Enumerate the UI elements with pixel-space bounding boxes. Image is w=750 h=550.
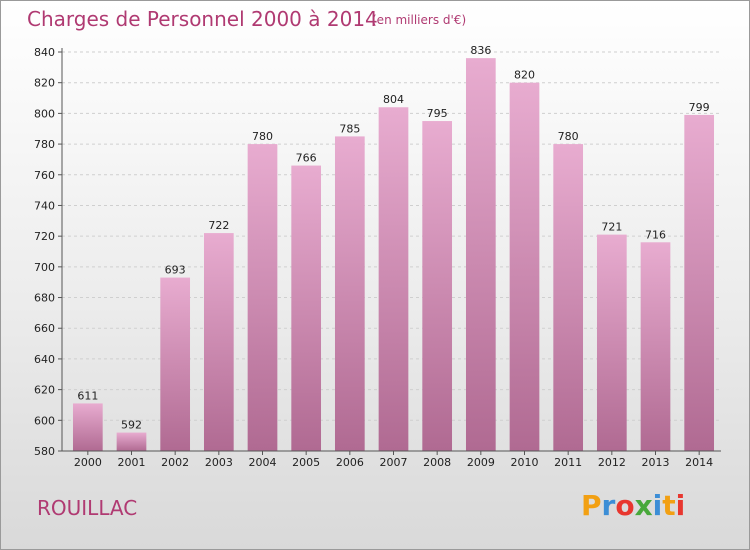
x-tick-label: 2009	[467, 456, 495, 469]
bar-2009	[465, 58, 496, 452]
bar-2008	[422, 121, 453, 452]
y-tick-label: 600	[34, 414, 55, 427]
data-label: 721	[601, 221, 622, 234]
data-label: 722	[208, 219, 229, 232]
logo-letter: i	[652, 489, 663, 522]
x-tick-label: 2001	[118, 456, 146, 469]
y-tick-label: 680	[34, 292, 55, 305]
x-tick-label: 2013	[642, 456, 670, 469]
y-tick-label: 760	[34, 169, 55, 182]
y-tick-label: 800	[34, 107, 55, 120]
logo-letter: P	[581, 489, 602, 522]
data-label: 611	[77, 389, 98, 402]
bar-2003	[203, 233, 234, 451]
x-tick-label: 2002	[161, 456, 189, 469]
chart-subtitle: (en milliers d'€)	[372, 13, 467, 27]
y-tick-label: 820	[34, 77, 55, 90]
data-label: 799	[689, 101, 710, 114]
bar-2001	[116, 432, 147, 451]
labels: 580 600 620 640 660 680 700 720 740 760 780 800 820 8…	[34, 44, 713, 469]
data-label: 804	[383, 93, 404, 106]
data-label: 780	[252, 130, 273, 143]
data-label: 716	[645, 228, 666, 241]
bar-2000	[72, 403, 103, 451]
x-tick-label: 2012	[598, 456, 626, 469]
y-tick-label: 840	[34, 46, 55, 59]
bar-2002	[160, 277, 191, 451]
data-label: 766	[296, 152, 317, 165]
y-tick-label: 780	[34, 138, 55, 151]
bar-2005	[291, 165, 322, 452]
proxiti-logo: Proxiti	[581, 489, 685, 522]
y-tick-label: 580	[34, 445, 55, 458]
town-name: ROUILLAC	[37, 496, 138, 520]
x-tick-label: 2005	[292, 456, 320, 469]
logo-letter: o	[615, 489, 635, 522]
y-tick-label: 660	[34, 322, 55, 335]
data-label: 780	[558, 130, 579, 143]
axes	[58, 48, 721, 455]
y-tick-label: 620	[34, 384, 55, 397]
logo-letter: i	[675, 489, 686, 522]
bar-2006	[334, 136, 365, 451]
x-tick-label: 2000	[74, 456, 102, 469]
y-tick-label: 740	[34, 199, 55, 212]
chart-title: Charges de Personnel 2000 à 2014	[27, 7, 378, 31]
bars	[72, 58, 715, 452]
logo-letter: t	[662, 489, 676, 522]
data-label: 693	[165, 264, 186, 277]
y-tick-label: 700	[34, 261, 55, 274]
y-tick-label: 640	[34, 353, 55, 366]
x-tick-label: 2014	[685, 456, 713, 469]
x-tick-label: 2006	[336, 456, 364, 469]
x-tick-label: 2004	[249, 456, 277, 469]
y-tick-label: 720	[34, 230, 55, 243]
bar-2014	[684, 114, 715, 452]
bar-2013	[640, 242, 671, 451]
bar-2004	[247, 144, 278, 452]
logo-letter: x	[634, 489, 653, 522]
bar-2007	[378, 107, 409, 451]
data-label: 820	[514, 69, 535, 82]
data-label: 795	[427, 107, 448, 120]
bar-2011	[553, 144, 584, 452]
x-tick-label: 2007	[380, 456, 408, 469]
bar-2012	[596, 234, 627, 451]
x-tick-label: 2003	[205, 456, 233, 469]
bar-2010	[509, 82, 540, 451]
data-label: 785	[339, 122, 360, 135]
x-tick-label: 2011	[554, 456, 582, 469]
x-tick-label: 2010	[511, 456, 539, 469]
data-label: 592	[121, 419, 142, 432]
logo-letter: r	[601, 489, 616, 522]
data-label: 836	[470, 44, 491, 57]
x-tick-label: 2008	[423, 456, 451, 469]
